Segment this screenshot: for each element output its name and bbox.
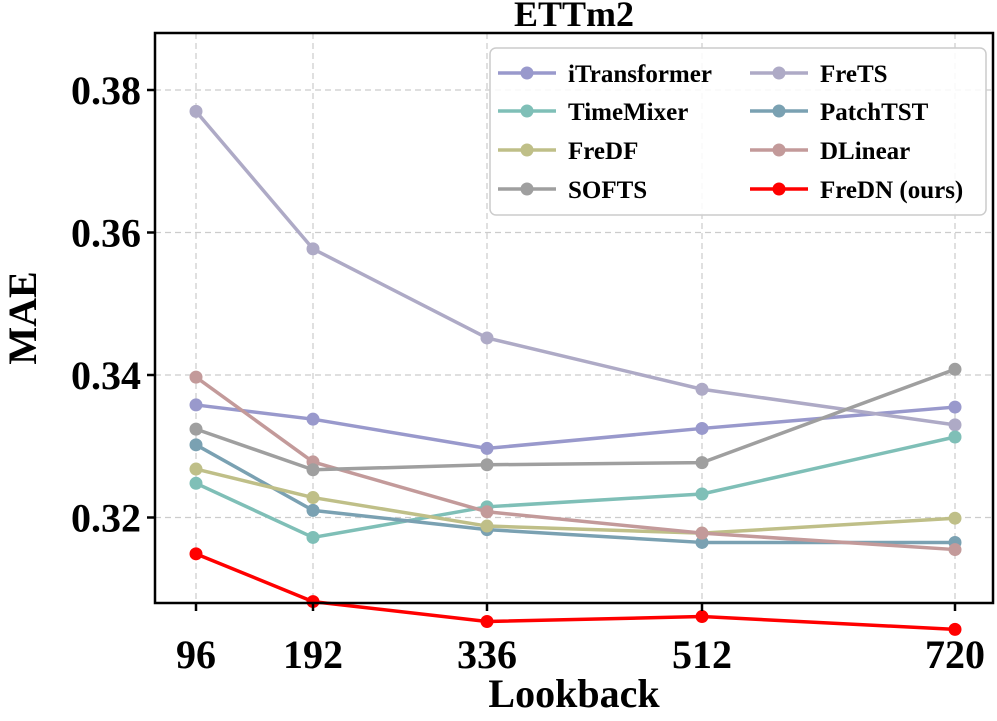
legend-box (489, 47, 987, 216)
data-point (189, 370, 203, 384)
data-point (306, 412, 320, 426)
data-point (306, 595, 320, 609)
legend-label: FreDF (568, 138, 638, 165)
legend-item: iTransformer (498, 61, 712, 88)
legend-swatch-marker (772, 66, 786, 80)
data-point (306, 242, 320, 256)
legend-label: FreTS (820, 61, 888, 88)
data-point (695, 610, 709, 624)
legend-item: FreDF (498, 138, 638, 165)
data-point (189, 547, 203, 561)
series-dlinear (189, 370, 962, 557)
series-frets (189, 104, 962, 432)
x-tick-label: 512 (672, 632, 732, 677)
data-point (189, 462, 203, 476)
data-point (189, 104, 203, 118)
data-point (695, 487, 709, 501)
series-softs (189, 362, 962, 477)
legend-label: DLinear (820, 138, 910, 165)
data-point (189, 438, 203, 452)
data-point (306, 503, 320, 517)
legend-item: DLinear (750, 138, 910, 165)
data-point (189, 422, 203, 436)
data-point (306, 491, 320, 505)
legend-label: TimeMixer (568, 99, 688, 126)
data-point (948, 362, 962, 376)
plot-frame (153, 31, 995, 605)
x-tick-label: 96 (176, 632, 216, 677)
x-tick-label: 336 (457, 632, 517, 677)
data-point (480, 505, 494, 519)
data-point (948, 622, 962, 636)
legend-item: PatchTST (750, 99, 929, 126)
legend-label: PatchTST (820, 99, 929, 126)
chart-title: ETTm2 (514, 0, 634, 34)
x-tick-label: 192 (283, 632, 343, 677)
data-point (189, 476, 203, 490)
data-point (948, 543, 962, 557)
data-point (480, 519, 494, 533)
legend-item: TimeMixer (498, 99, 688, 126)
series-itransformer (189, 398, 962, 455)
legend-label: iTransformer (568, 61, 712, 88)
legend-swatch-marker (520, 66, 534, 80)
data-point (189, 398, 203, 412)
data-point (695, 382, 709, 396)
legend-label: SOFTS (568, 177, 647, 204)
legend-item: SOFTS (498, 177, 647, 204)
legend-item: FreTS (750, 61, 888, 88)
series-line (195, 552, 956, 632)
legend-swatch-marker (772, 104, 786, 118)
data-point (948, 511, 962, 525)
data-point (695, 526, 709, 540)
series-fredn-ours (189, 547, 962, 636)
data-point (695, 456, 709, 470)
data-point (948, 418, 962, 432)
legend-item: FreDN (ours) (750, 177, 963, 204)
series-timemixer (189, 430, 962, 544)
legend-swatch-marker (772, 182, 786, 196)
y-tick-label: 0.36 (71, 211, 141, 256)
data-point (695, 535, 709, 549)
data-point (948, 430, 962, 444)
series-line (195, 435, 956, 540)
y-tick-label: 0.32 (71, 496, 141, 541)
axes: 96 192 336 512 720 0.32 0.34 0.36 0.38 (71, 68, 985, 677)
data-point (480, 458, 494, 472)
legend: iTransformer FreTS TimeMixer PatchTST FreDF D… (489, 47, 987, 216)
data-point (948, 400, 962, 414)
x-tick-label: 720 (925, 632, 985, 677)
y-tick-label: 0.38 (71, 68, 141, 113)
data-point (306, 463, 320, 477)
y-tick-label: 0.34 (71, 353, 141, 398)
data-point (480, 615, 494, 629)
data-point (306, 530, 320, 544)
legend-swatch-marker (772, 143, 786, 157)
legend-swatch-marker (520, 104, 534, 118)
legend-label: FreDN (ours) (820, 177, 963, 204)
data-point (480, 331, 494, 345)
series-layer (189, 104, 962, 636)
data-point (480, 441, 494, 455)
data-point (695, 421, 709, 435)
x-axis-label: Lookback (488, 671, 660, 716)
legend-swatch-marker (520, 182, 534, 196)
legend-swatch-marker (520, 143, 534, 157)
y-axis-label: MAE (0, 271, 45, 364)
